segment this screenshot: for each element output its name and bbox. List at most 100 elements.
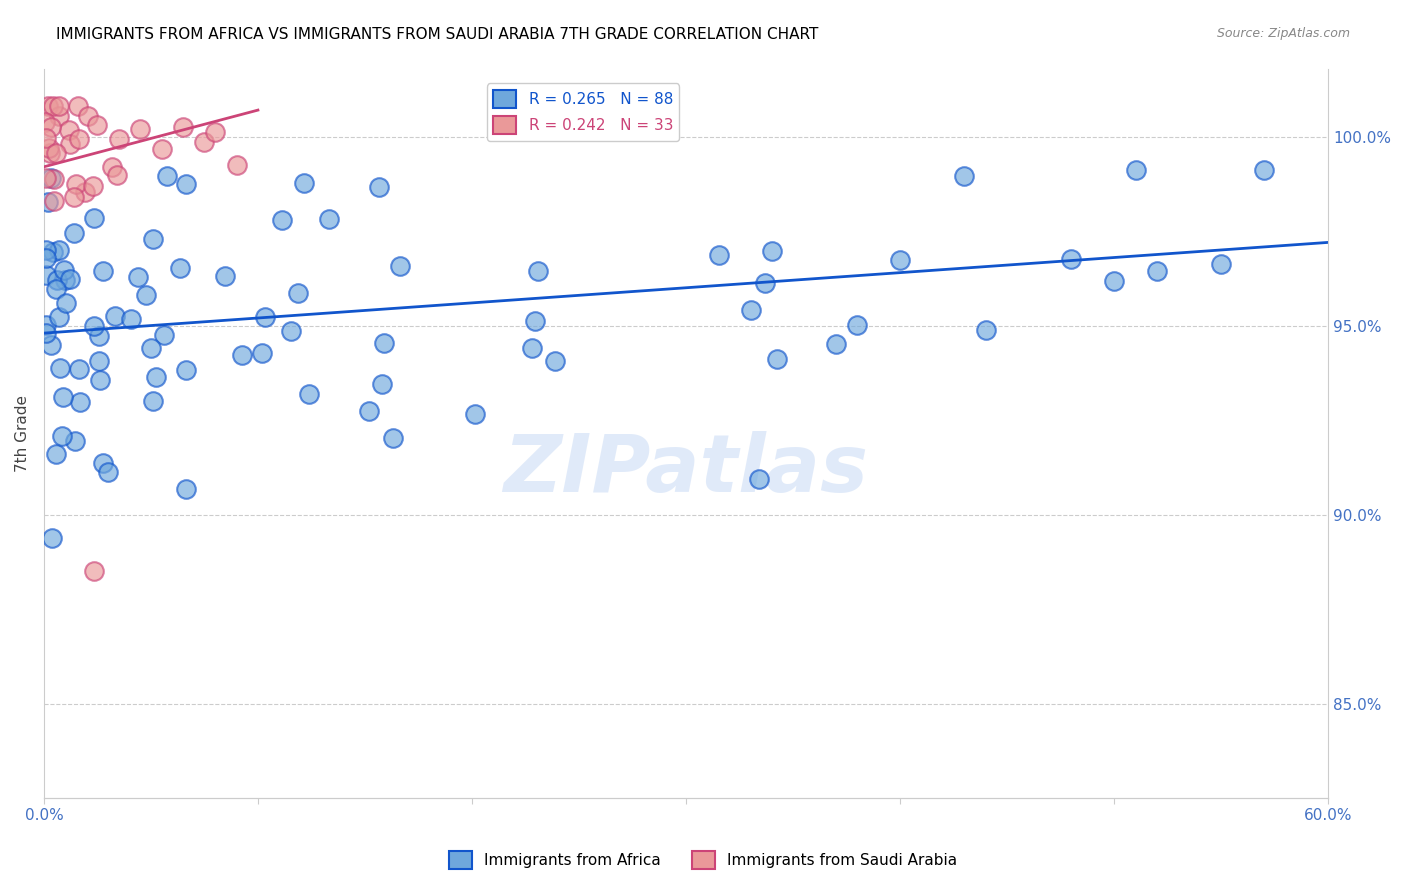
Point xyxy=(174,482,197,496)
Point xyxy=(544,354,567,368)
Point xyxy=(754,277,776,291)
Point xyxy=(104,310,127,324)
Point xyxy=(142,232,165,246)
Point xyxy=(318,211,340,226)
Point xyxy=(176,363,198,377)
Point xyxy=(86,118,108,132)
Point xyxy=(129,122,152,136)
Point xyxy=(44,171,66,186)
Point xyxy=(292,176,315,190)
Point xyxy=(42,245,65,260)
Point xyxy=(152,328,174,343)
Point xyxy=(37,195,59,210)
Point xyxy=(42,194,65,209)
Point xyxy=(69,395,91,409)
Point xyxy=(87,328,110,343)
Point xyxy=(101,161,124,175)
Point xyxy=(142,394,165,409)
Point xyxy=(371,377,394,392)
Point xyxy=(41,531,63,545)
Point xyxy=(83,564,105,578)
Point xyxy=(67,99,90,113)
Point xyxy=(48,110,70,124)
Point xyxy=(59,136,82,151)
Point xyxy=(824,337,846,351)
Point xyxy=(105,169,128,183)
Point xyxy=(1211,257,1233,271)
Point xyxy=(65,177,87,191)
Point xyxy=(91,456,114,470)
Point xyxy=(35,268,58,282)
Point xyxy=(48,243,70,257)
Text: Source: ZipAtlas.com: Source: ZipAtlas.com xyxy=(1216,27,1350,40)
Point xyxy=(52,390,75,404)
Point xyxy=(172,120,194,135)
Point xyxy=(45,282,67,296)
Point xyxy=(150,142,173,156)
Point xyxy=(271,212,294,227)
Point xyxy=(37,99,59,113)
Point xyxy=(252,345,274,359)
Point xyxy=(53,273,76,287)
Point xyxy=(63,226,86,240)
Point xyxy=(46,273,69,287)
Point xyxy=(39,171,62,186)
Point xyxy=(761,244,783,258)
Point xyxy=(89,374,111,388)
Point xyxy=(373,335,395,350)
Point xyxy=(35,326,58,341)
Point xyxy=(169,260,191,275)
Point xyxy=(1102,274,1125,288)
Point xyxy=(39,146,62,161)
Point xyxy=(145,370,167,384)
Point xyxy=(1125,163,1147,178)
Point xyxy=(359,404,381,418)
Point xyxy=(35,252,58,266)
Point xyxy=(231,348,253,362)
Point xyxy=(35,318,58,333)
Point xyxy=(42,99,65,113)
Point xyxy=(107,132,129,146)
Point xyxy=(41,120,63,135)
Point xyxy=(63,434,86,448)
Point xyxy=(45,447,67,461)
Point xyxy=(156,169,179,183)
Point xyxy=(707,248,730,262)
Point xyxy=(135,288,157,302)
Point xyxy=(49,360,72,375)
Point xyxy=(87,353,110,368)
Point xyxy=(381,431,404,445)
Point xyxy=(34,131,56,145)
Point xyxy=(58,123,80,137)
Point xyxy=(53,263,76,277)
Point xyxy=(1253,163,1275,178)
Point xyxy=(35,171,58,186)
Point xyxy=(45,145,67,160)
Point xyxy=(67,362,90,376)
Point xyxy=(73,185,96,199)
Point xyxy=(846,318,869,333)
Point xyxy=(287,285,309,300)
Point xyxy=(388,260,411,274)
Point xyxy=(974,323,997,337)
Point xyxy=(526,264,548,278)
Text: ZIPatlas: ZIPatlas xyxy=(503,431,869,508)
Point xyxy=(39,338,62,352)
Point xyxy=(204,125,226,139)
Legend: R = 0.265   N = 88, R = 0.242   N = 33: R = 0.265 N = 88, R = 0.242 N = 33 xyxy=(488,84,679,141)
Point xyxy=(464,407,486,421)
Point xyxy=(127,269,149,284)
Point xyxy=(193,135,215,149)
Point xyxy=(254,310,277,325)
Point xyxy=(63,190,86,204)
Point xyxy=(225,158,247,172)
Point xyxy=(51,428,73,442)
Point xyxy=(740,302,762,317)
Point xyxy=(34,114,56,128)
Point xyxy=(38,141,60,155)
Text: IMMIGRANTS FROM AFRICA VS IMMIGRANTS FROM SAUDI ARABIA 7TH GRADE CORRELATION CHA: IMMIGRANTS FROM AFRICA VS IMMIGRANTS FRO… xyxy=(56,27,818,42)
Point xyxy=(55,296,77,310)
Point xyxy=(67,132,90,146)
Point xyxy=(91,264,114,278)
Point xyxy=(298,387,321,401)
